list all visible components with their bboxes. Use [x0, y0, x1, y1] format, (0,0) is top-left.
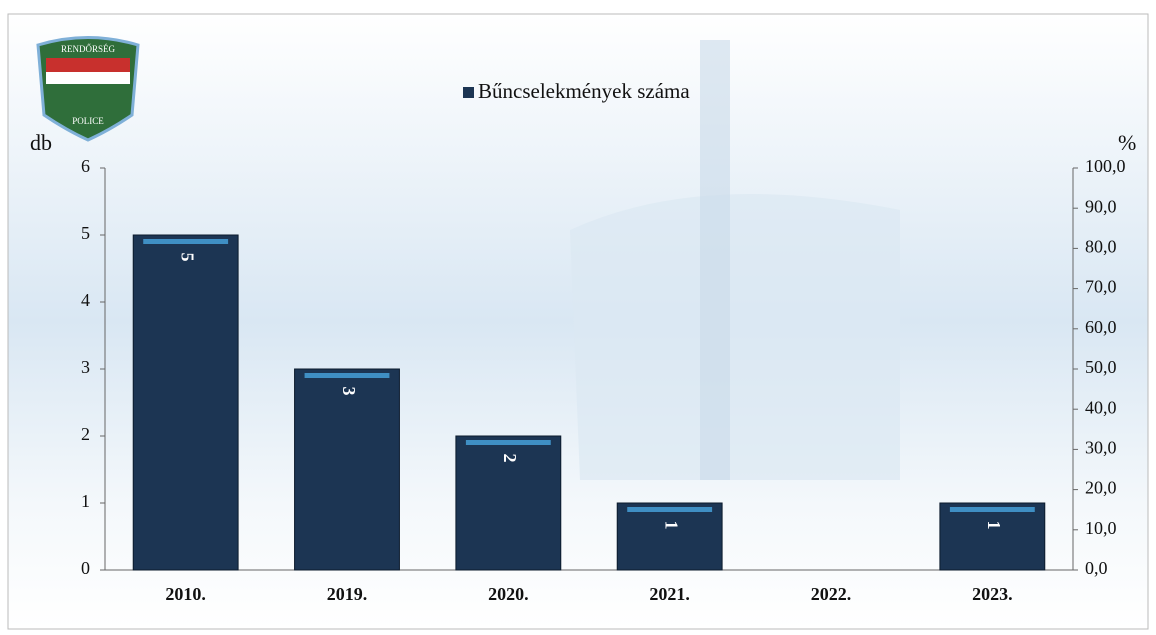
- data-label: 1: [662, 521, 682, 530]
- bar-highlight: [304, 373, 390, 378]
- y2-tick-label: 10,0: [1085, 518, 1117, 538]
- y2-tick-label: 30,0: [1085, 438, 1117, 458]
- data-label: 5: [178, 253, 198, 262]
- x-tick-label: 2010.: [165, 584, 206, 604]
- y2-tick-label: 80,0: [1085, 237, 1117, 257]
- y2-axis-label: %: [1118, 130, 1136, 155]
- logo-stripe: [46, 58, 130, 72]
- y2-tick-label: 20,0: [1085, 478, 1117, 498]
- bar: [294, 368, 400, 571]
- x-tick-label: 2020.: [488, 584, 529, 604]
- y2-tick-label: 50,0: [1085, 357, 1117, 377]
- background-tower: [700, 40, 730, 480]
- y-tick-label: 1: [81, 491, 90, 511]
- y-axis-label: db: [30, 130, 52, 155]
- logo-text: POLICE: [72, 116, 104, 126]
- bar: [939, 502, 1046, 571]
- y-tick-label: 0: [81, 558, 90, 578]
- x-tick-label: 2022.: [811, 584, 852, 604]
- legend-swatch: [463, 87, 474, 98]
- logo-stripe: [46, 72, 130, 84]
- y-tick-label: 6: [81, 156, 90, 176]
- y2-tick-label: 90,0: [1085, 196, 1117, 216]
- bar-highlight: [949, 507, 1035, 512]
- data-label: 2: [500, 453, 520, 462]
- bar: [132, 234, 239, 571]
- bar: [616, 502, 723, 571]
- bar: [455, 435, 562, 571]
- x-tick-label: 2019.: [327, 584, 368, 604]
- y2-tick-label: 100,0: [1085, 156, 1126, 176]
- x-tick-label: 2021.: [649, 584, 690, 604]
- y-tick-label: 2: [81, 424, 90, 444]
- background-building: [570, 194, 900, 480]
- logo: RENDŐRSÉG POLICE: [36, 36, 140, 142]
- y2-tick-label: 70,0: [1085, 277, 1117, 297]
- data-label: 1: [984, 521, 1004, 530]
- bar-highlight: [465, 440, 551, 445]
- data-label: 3: [339, 387, 359, 396]
- x-tick-label: 2023.: [972, 584, 1013, 604]
- legend-label: Bűncselekmények száma: [478, 79, 690, 103]
- y2-tick-label: 40,0: [1085, 397, 1117, 417]
- y2-tick-label: 0,0: [1085, 558, 1108, 578]
- logo-text: RENDŐRSÉG: [61, 44, 116, 54]
- y-tick-label: 4: [81, 290, 90, 310]
- y2-tick-label: 60,0: [1085, 317, 1117, 337]
- bar-highlight: [143, 239, 229, 244]
- y-tick-label: 5: [81, 223, 90, 243]
- bar-highlight: [627, 507, 713, 512]
- y-tick-label: 3: [81, 357, 90, 377]
